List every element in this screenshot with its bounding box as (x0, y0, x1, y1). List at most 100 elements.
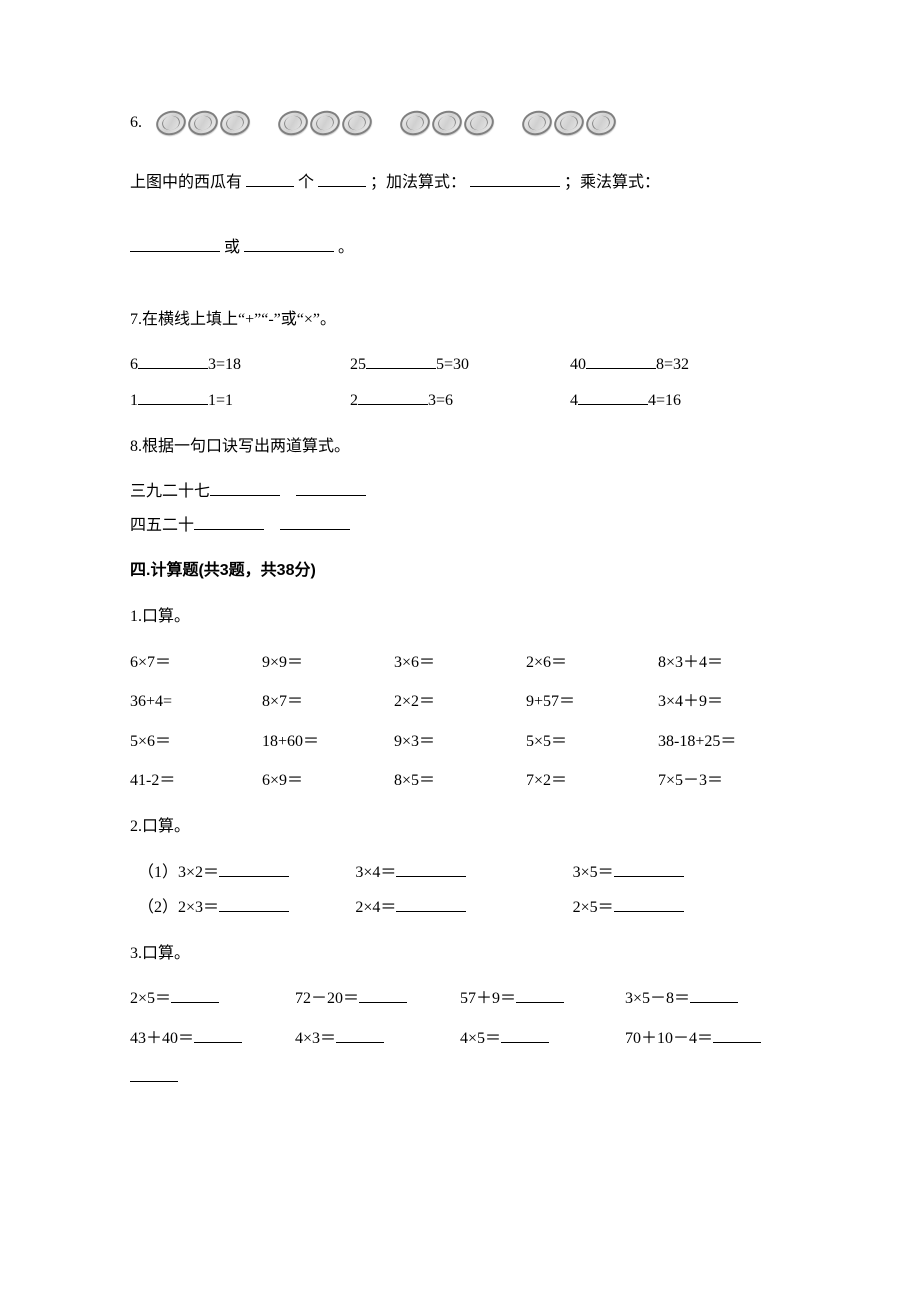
blank[interactable] (614, 860, 684, 877)
calc-row: 5×6＝18+60＝9×3＝5×5＝38-18+25＝ (130, 729, 790, 755)
q7-stem: 7.在横线上填上“+”“-”或“×”。 (130, 307, 790, 333)
blank[interactable] (210, 479, 280, 496)
expr: 2×3＝ (178, 899, 219, 916)
calc-cell: 7×2＝ (526, 768, 658, 794)
blank[interactable] (516, 986, 564, 1003)
blank[interactable] (366, 352, 436, 369)
blank[interactable] (501, 1026, 549, 1043)
expr: 4×3＝ (295, 1030, 336, 1047)
melon-icon (429, 107, 464, 138)
blank[interactable] (396, 860, 466, 877)
blank[interactable] (138, 352, 208, 369)
q7-right: 1=1 (208, 392, 233, 409)
q7-cell: 63=18 (130, 352, 350, 378)
q6-t1d: ；乘法算式： (564, 174, 660, 191)
blank[interactable] (358, 388, 428, 405)
expr: 3×5＝ (573, 864, 614, 881)
blank[interactable] (359, 986, 407, 1003)
calc-cell: 2×4＝ (355, 895, 572, 921)
melon-icon (153, 107, 188, 138)
calc-cell: 2×2＝ (394, 689, 526, 715)
blank[interactable] (130, 1065, 178, 1082)
calc-cell: 8×7＝ (262, 689, 394, 715)
melon-icon (217, 107, 252, 138)
expr: 3×4＝ (355, 864, 396, 881)
blank[interactable] (318, 170, 366, 187)
calc-cell: 57＋9＝ (460, 986, 625, 1012)
blank[interactable] (614, 895, 684, 912)
q6-t2a: 或 (224, 239, 240, 256)
blank[interactable] (194, 1026, 242, 1043)
q6-figure-row: 6. (130, 110, 790, 136)
calc-cell: 18+60＝ (262, 729, 394, 755)
melon-group (400, 111, 494, 135)
calc-cell: 2×6＝ (526, 650, 658, 676)
melon-icon (519, 107, 554, 138)
blank[interactable] (586, 352, 656, 369)
calc-cell: 6×9＝ (262, 768, 394, 794)
melon-icon (551, 107, 586, 138)
q7-cell: 255=30 (350, 352, 570, 378)
calc-cell: 8×3＋4＝ (658, 650, 790, 676)
q6-number: 6. (130, 110, 142, 136)
q6-t2b: 。 (338, 239, 354, 256)
q8-phrase: 四五二十 (130, 517, 194, 534)
blank[interactable] (246, 170, 294, 187)
q7-right: 5=30 (436, 356, 469, 373)
blank[interactable] (171, 986, 219, 1003)
q7-right: 4=16 (648, 392, 681, 409)
calc-cell: 2×5＝ (130, 986, 295, 1012)
calc-cell: 72－20＝ (295, 986, 460, 1012)
q8-row: 三九二十七 (130, 479, 790, 505)
q7-row: 11=123=644=16 (130, 388, 790, 414)
blank[interactable] (219, 895, 289, 912)
expr: 57＋9＝ (460, 990, 516, 1007)
melon-group (522, 111, 616, 135)
expr: 70＋10－4＝ (625, 1030, 713, 1047)
blank[interactable] (130, 235, 220, 252)
calc-row: 2×5＝72－20＝57＋9＝3×5－8＝ (130, 986, 790, 1012)
blank[interactable] (296, 479, 366, 496)
melon-groups (156, 111, 644, 135)
q7-left: 4 (570, 392, 578, 409)
calc-cell: 4×3＝ (295, 1026, 460, 1052)
melon-group (156, 111, 250, 135)
q7-left: 2 (350, 392, 358, 409)
q7-right: 8=32 (656, 356, 689, 373)
lead-label: （2） (138, 899, 178, 916)
expr: 3×2＝ (178, 864, 219, 881)
melon-icon (583, 107, 618, 138)
blank[interactable] (713, 1026, 761, 1043)
blank[interactable] (219, 860, 289, 877)
q6-t1a: 上图中的西瓜有 (130, 174, 242, 191)
q7-cell: 4 4=16 (570, 388, 790, 414)
calc-cell: 43＋40＝ (130, 1026, 295, 1052)
blank[interactable] (690, 986, 738, 1003)
q6-text-line1: 上图中的西瓜有 个 ；加法算式： ；乘法算式： (130, 170, 790, 196)
blank[interactable] (336, 1026, 384, 1043)
calc-cell: 5×6＝ (130, 729, 262, 755)
blank[interactable] (396, 895, 466, 912)
blank[interactable] (578, 388, 648, 405)
blank[interactable] (470, 170, 560, 187)
calc-cell: 41-2＝ (130, 768, 262, 794)
blank[interactable] (138, 388, 208, 405)
s4-p2-rows: （1）3×2＝3×4＝3×5＝（2）2×3＝2×4＝2×5＝ (130, 860, 790, 921)
expr: 43＋40＝ (130, 1030, 194, 1047)
expr: 2×5＝ (130, 990, 171, 1007)
s4-p3-stem: 3.口算。 (130, 941, 790, 967)
calc-row: 43＋40＝4×3＝4×5＝70＋10－4＝ (130, 1026, 790, 1052)
q8-stem: 8.根据一句口诀写出两道算式。 (130, 434, 790, 460)
blank[interactable] (244, 235, 334, 252)
blank[interactable] (280, 513, 350, 530)
blank[interactable] (194, 513, 264, 530)
calc-row-tail (130, 1065, 790, 1091)
calc-row: 6×7＝9×9＝3×6＝2×6＝8×3＋4＝ (130, 650, 790, 676)
melon-icon (275, 107, 310, 138)
q7-left: 1 (130, 392, 138, 409)
q7-left: 40 (570, 356, 586, 373)
calc-cell: （2）2×3＝ (138, 895, 355, 921)
q7-rows: 63=18255=30408=3211=123=644=16 (130, 352, 790, 413)
section4-title: 四.计算题(共3题，共38分) (130, 558, 790, 584)
expr: 2×4＝ (355, 899, 396, 916)
